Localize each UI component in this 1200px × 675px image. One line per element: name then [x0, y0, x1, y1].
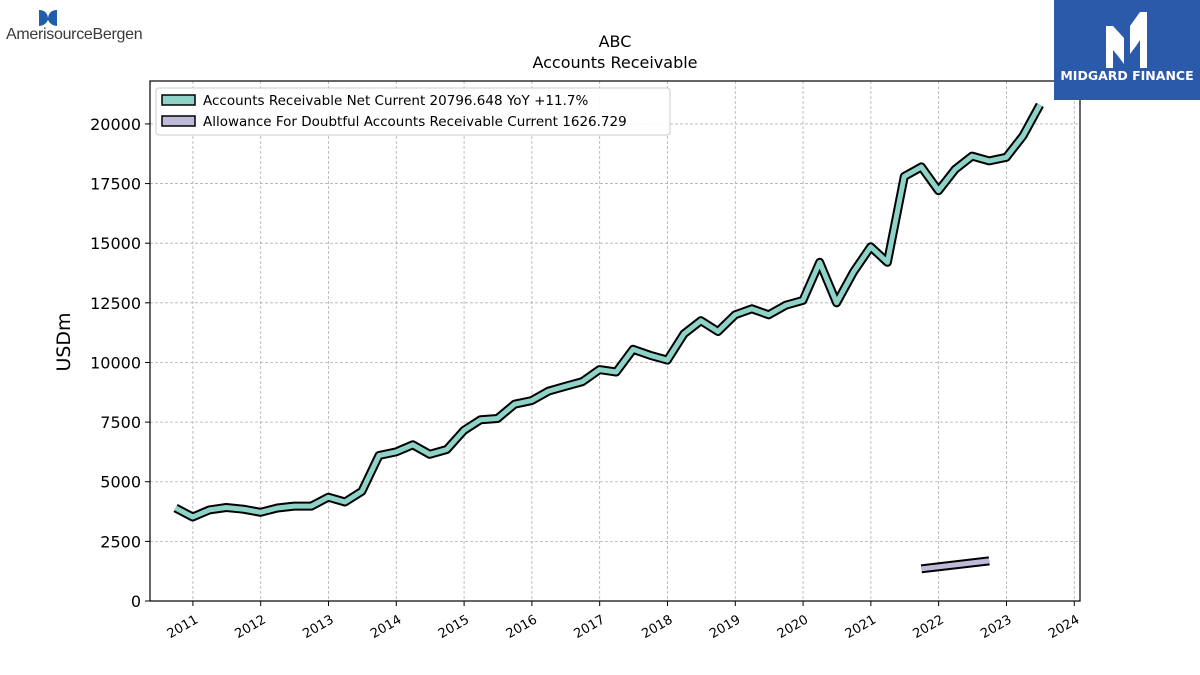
grid-layer [150, 81, 1080, 602]
x-tick-label: 2017 [572, 612, 608, 642]
y-tick-label: 12500 [90, 294, 141, 313]
midgard-mark-icon [1106, 12, 1147, 68]
amerisourcebergen-wordmark: AmerisourceBergen [6, 26, 143, 43]
y-tick-label: 17500 [90, 175, 141, 194]
legend-swatch-ar [161, 94, 196, 106]
x-tick-label: 2011 [165, 612, 201, 642]
x-tick-label: 2015 [436, 612, 472, 642]
y-tick-label: 7500 [100, 413, 141, 432]
x-tick-label: 2014 [368, 612, 404, 642]
x-tick-label: 2019 [707, 612, 743, 642]
midgard-finance-wordmark: MIDGARD FINANCE [1060, 68, 1194, 83]
y-axis-label: USDm [53, 312, 75, 371]
y-tick-label: 10000 [90, 353, 141, 372]
x-tick-label: 2013 [300, 612, 336, 642]
x-tick-label: 2022 [911, 612, 947, 642]
x-tick-label: 2018 [639, 612, 675, 642]
y-tick-label: 15000 [90, 234, 141, 253]
x-tick-label: 2023 [978, 612, 1014, 642]
amerisourcebergen-mark-icon [39, 10, 57, 26]
legend-swatch-allowance [161, 115, 196, 127]
legend-label-ar: Accounts Receivable Net Current 20796.64… [203, 93, 588, 109]
series-layer [173, 102, 1044, 574]
plot-frame [149, 80, 1081, 602]
amerisourcebergen-logo: AmerisourceBergen [6, 6, 166, 48]
y-tick-label: 20000 [90, 115, 141, 134]
y-tick-label: 5000 [100, 473, 141, 492]
legend-box [155, 87, 671, 136]
series-line-accounts-receivable [174, 103, 1043, 520]
legend: Accounts Receivable Net Current 20796.64… [155, 87, 671, 136]
chart-subtitle: Accounts Receivable [532, 53, 697, 72]
x-tick-label: 2016 [504, 612, 540, 642]
chart-title: ABC [599, 32, 632, 51]
midgard-finance-logo: MIDGARD FINANCE [1054, 0, 1200, 100]
y-tick-label: 0 [131, 592, 141, 611]
legend-label-allowance: Allowance For Doubtful Accounts Receivab… [203, 114, 627, 130]
series-outline-accounts-receivable [173, 102, 1044, 522]
x-tick-label: 2012 [233, 612, 269, 642]
x-tick-label: 2021 [843, 612, 879, 642]
series-line-allowance-doubtful [921, 558, 990, 572]
y-tick-label: 2500 [100, 532, 141, 551]
x-tick-label: 2024 [1046, 612, 1082, 642]
x-tick-label: 2020 [775, 612, 811, 642]
